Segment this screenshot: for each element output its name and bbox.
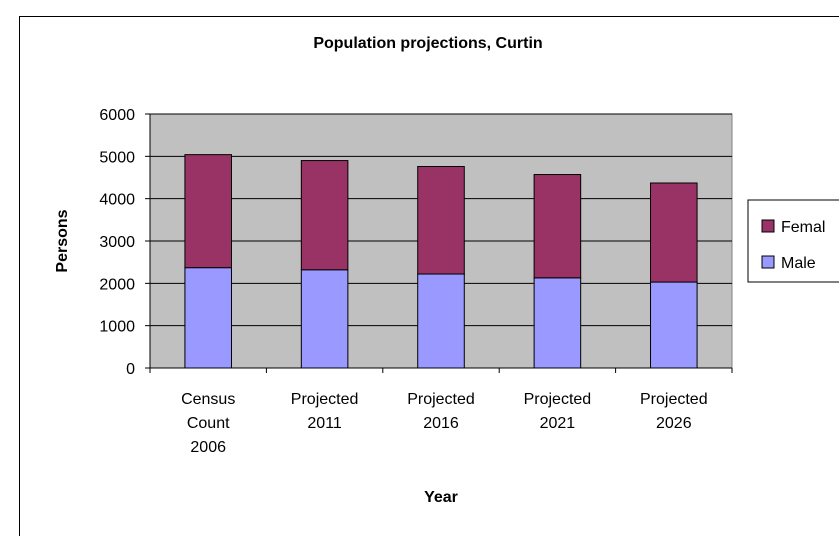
x-tick-label: Projected 2021 [524,391,592,432]
y-tick-label: 5000 [99,149,135,166]
bar-male [650,281,698,369]
y-tick-label: 3000 [99,234,135,251]
y-tick-label: 6000 [99,107,135,124]
bar-male [417,273,465,369]
bar-male [533,277,582,369]
y-axis: 0 1000 2000 3000 4000 5000 6000 [99,107,151,378]
x-tick-label: Census Count 2006 [181,391,235,456]
x-tick-label: Projected 2026 [640,391,708,432]
x-tick-label: Projected 2016 [407,391,475,432]
legend-label: Femal [781,219,825,236]
bar-femal [184,154,232,269]
y-tick-label: 1000 [99,319,135,336]
x-axis-title: Year [424,489,458,506]
y-tick-label: 4000 [99,192,135,209]
bar-femal [533,174,582,279]
bar-male [184,267,232,369]
legend-label: Male [781,255,816,272]
chart-frame [19,16,839,536]
bar-femal [650,182,698,283]
legend: Femal Male [747,199,839,283]
y-tick-label: 0 [126,361,135,378]
legend-swatch [761,219,775,233]
bar-femal [417,165,465,275]
bar-male [300,269,349,369]
bars [184,154,698,369]
bar-femal [300,160,349,271]
y-tick-label: 2000 [99,276,135,293]
x-tick-label: Projected 2011 [291,391,359,432]
chart-title: Population projections, Curtin [313,35,542,52]
legend-swatch [761,255,775,269]
y-axis-title: Persons [54,209,71,272]
x-axis: Census Count 2006 Projected 2011 Projected 201… [149,367,733,456]
